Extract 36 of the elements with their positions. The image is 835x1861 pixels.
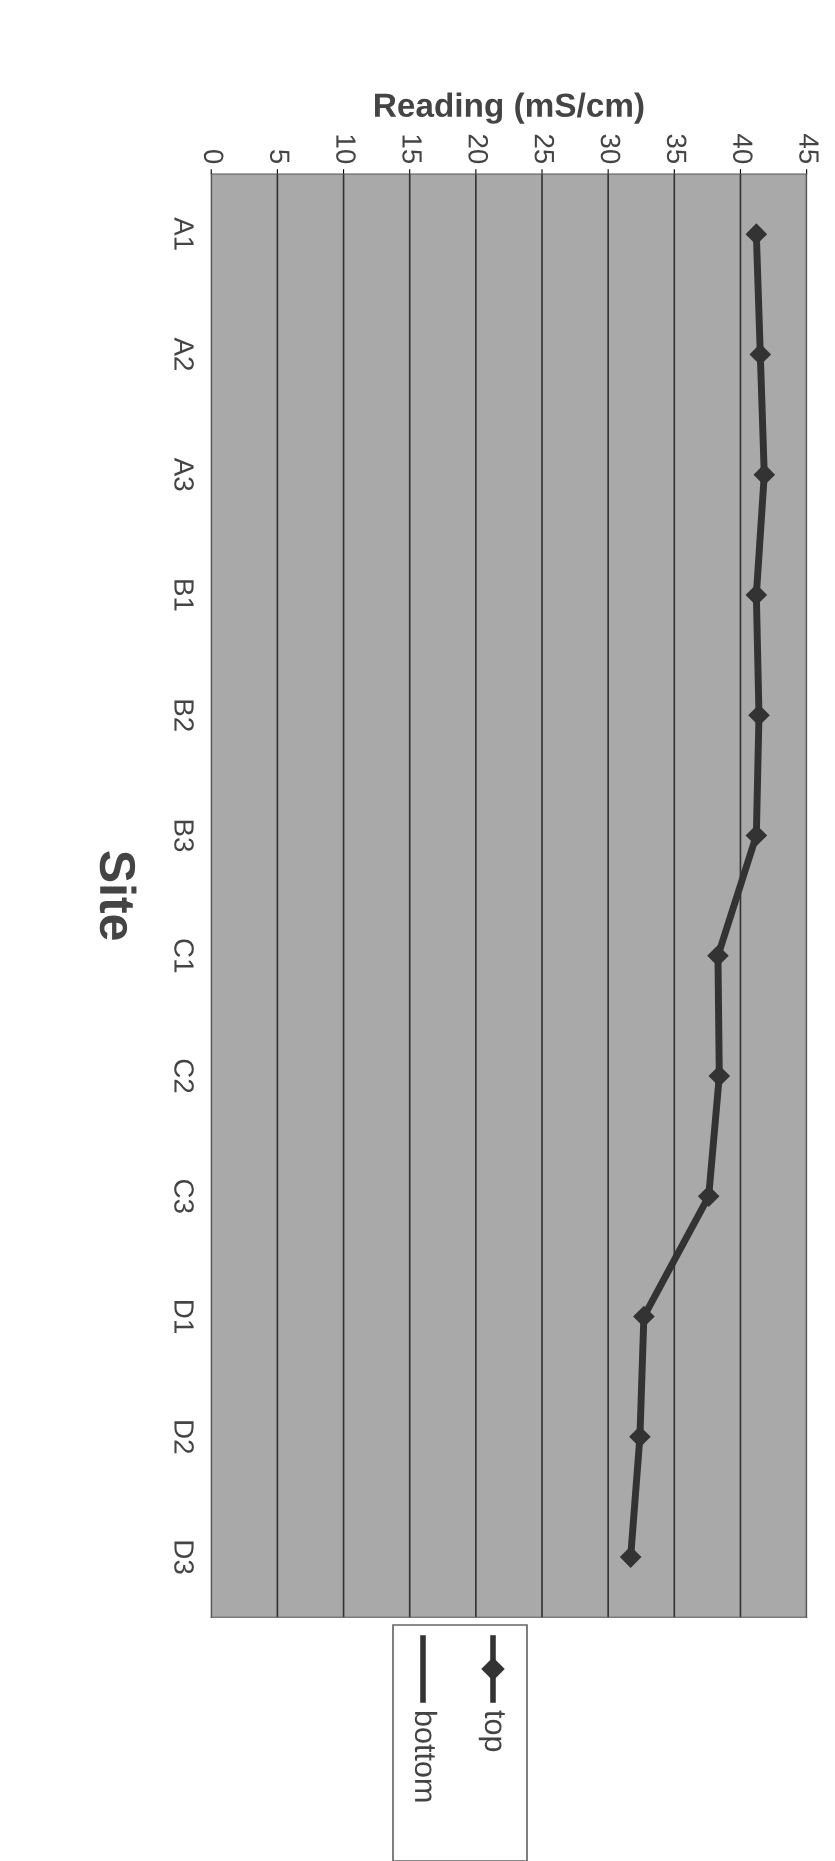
- point: [745, 223, 767, 245]
- point: [698, 1185, 720, 1207]
- x-tick-label: 0: [203, 149, 224, 164]
- y-tick-label: C1: [174, 939, 194, 973]
- y-tick-label: A2: [174, 337, 194, 370]
- point: [745, 584, 767, 606]
- y-tick-label: D3: [174, 1541, 194, 1574]
- x-tick-label: 10: [336, 135, 356, 164]
- y-tick-label: C3: [174, 1179, 194, 1213]
- y-tick-label: A1: [174, 217, 194, 250]
- point: [620, 1546, 642, 1568]
- point: [629, 1426, 651, 1448]
- point: [748, 704, 770, 726]
- x-tick-label: 45: [799, 134, 819, 164]
- y-tick-label: D1: [174, 1301, 194, 1333]
- y-tick-label: C2: [174, 1059, 194, 1093]
- x-axis-title: Reading (mS/cm): [375, 92, 644, 124]
- y-tick-label: B3: [174, 820, 194, 852]
- point: [749, 343, 771, 365]
- y-tick-label: D2: [174, 1421, 194, 1454]
- y-tick-label: B2: [174, 700, 194, 731]
- x-tick-label: 25: [534, 134, 555, 164]
- x-tick-label: 35: [666, 134, 687, 164]
- legend-label: bottom: [414, 1711, 438, 1802]
- x-tick-label: 30: [600, 134, 621, 164]
- x-tick-label: 40: [733, 134, 753, 164]
- point: [753, 464, 775, 486]
- y-tick-label: A3: [174, 457, 194, 491]
- point: [708, 1065, 730, 1087]
- x-tick-label: 20: [468, 134, 489, 164]
- x-tick-label: 15: [402, 135, 422, 164]
- y-tick-label: B1: [174, 580, 194, 611]
- y-axis-title: Site: [99, 851, 137, 940]
- point: [707, 945, 729, 967]
- x-tick-label: 5: [269, 149, 290, 164]
- legend-label: top: [478, 1710, 505, 1752]
